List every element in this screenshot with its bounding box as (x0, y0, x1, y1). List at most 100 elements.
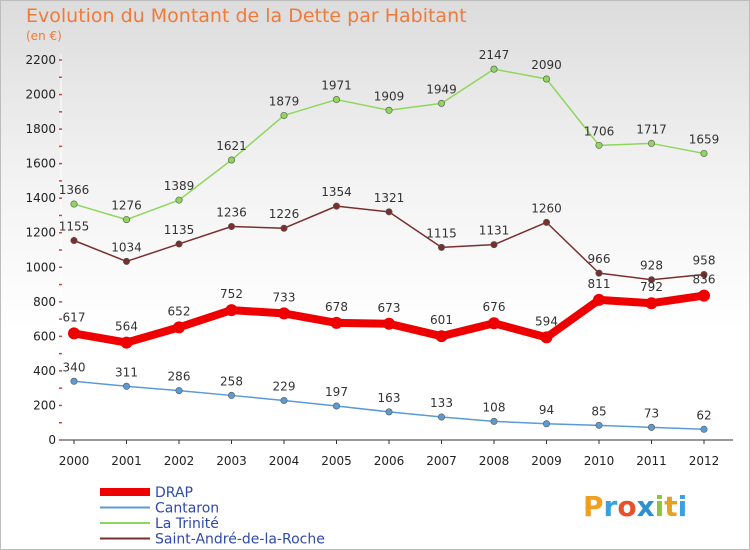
data-label: 617 (63, 310, 86, 324)
data-label: 197 (325, 385, 348, 399)
data-label: 1389 (164, 179, 195, 193)
data-label: 1949 (426, 82, 457, 96)
data-point (332, 202, 340, 210)
proxiti-logo: Proxiti (583, 490, 687, 523)
data-label: 2090 (531, 58, 562, 72)
data-label: 594 (535, 314, 558, 328)
data-point (542, 420, 550, 428)
data-point (490, 65, 498, 73)
data-label: 601 (430, 313, 453, 327)
data-point (383, 317, 395, 330)
data-point (542, 75, 550, 83)
data-label: 1717 (636, 122, 667, 136)
data-label: 1115 (426, 226, 457, 240)
data-point (228, 223, 236, 231)
data-point (173, 321, 185, 334)
data-label: 133 (430, 396, 453, 410)
data-label: 85 (591, 404, 606, 418)
x-tick-label: 2003 (216, 454, 247, 468)
legend-label: La Trinité (155, 516, 219, 532)
legend-label: Saint-André-de-la-Roche (155, 532, 325, 548)
data-label: 733 (273, 290, 296, 304)
data-label: 2147 (479, 48, 510, 62)
data-label: 811 (588, 277, 611, 291)
data-point (700, 149, 708, 157)
data-label: 62 (696, 408, 711, 422)
data-point (332, 96, 340, 104)
data-label: 163 (378, 391, 401, 405)
x-tick-label: 2006 (374, 454, 405, 468)
data-point (120, 336, 133, 349)
data-label: 1621 (216, 139, 247, 153)
y-tick-label: 400 (33, 364, 56, 378)
y-tick-label: 2000 (25, 88, 56, 102)
x-tick-label: 2009 (531, 454, 562, 468)
data-point (228, 391, 236, 399)
data-point (280, 396, 288, 404)
data-point (280, 224, 288, 232)
series-la-trinit- (70, 65, 708, 224)
chart-title: Evolution du Montant de la Dette par Hab… (26, 5, 467, 27)
chart-subtitle: (en €) (26, 29, 62, 43)
data-label: 311 (115, 365, 138, 379)
data-point (435, 330, 448, 343)
data-label: 1135 (164, 223, 195, 237)
data-label: 928 (640, 259, 663, 273)
data-point (385, 208, 393, 216)
data-point (330, 316, 343, 329)
x-tick-label: 2001 (111, 454, 142, 468)
data-point (437, 243, 445, 251)
data-label: 1321 (374, 191, 405, 205)
data-point (595, 141, 603, 149)
data-point (540, 331, 553, 344)
data-label: 1155 (59, 220, 90, 234)
data-point (225, 304, 238, 317)
data-point (175, 240, 183, 248)
data-label: 1879 (269, 94, 300, 108)
series-line (73, 205, 705, 281)
data-point (385, 408, 393, 416)
data-point (332, 402, 340, 410)
data-point (123, 216, 131, 224)
x-tick-label: 2000 (59, 454, 90, 468)
data-point (175, 387, 183, 395)
data-label: 836 (693, 273, 716, 287)
data-label: 108 (483, 400, 506, 414)
y-tick-label: 600 (33, 329, 56, 343)
data-point (123, 257, 131, 265)
data-point (123, 382, 131, 390)
y-tick-label: 1400 (25, 191, 56, 205)
data-label: 1909 (374, 89, 405, 103)
x-tick-label: 2004 (269, 454, 300, 468)
data-point (647, 139, 655, 147)
data-label: 73 (644, 406, 659, 420)
data-label: 1226 (269, 207, 300, 221)
x-tick-label: 2008 (479, 454, 510, 468)
data-label: 1971 (321, 79, 352, 93)
data-point (593, 293, 605, 306)
data-label: 564 (115, 320, 138, 334)
data-point (645, 297, 658, 310)
data-point (70, 377, 78, 385)
legend-label: Cantaron (155, 501, 219, 517)
data-label: 229 (273, 379, 296, 393)
data-label: 1706 (584, 124, 615, 138)
data-point (698, 289, 710, 302)
data-point (175, 196, 183, 204)
data-point (542, 218, 550, 226)
data-point (700, 425, 708, 433)
data-point (385, 106, 393, 114)
data-label: 966 (588, 252, 611, 266)
data-point (68, 327, 80, 340)
data-label: 1276 (111, 199, 142, 213)
axes: 0 200 400 600 800 1000 1200 1400 1600 1800 2000 220… (25, 53, 733, 468)
data-point (280, 111, 288, 119)
y-tick-label: 200 (33, 398, 56, 412)
data-labels: 340 311 286 258 229 197 163 133 108 94 85 73 62 1366 1… (59, 48, 720, 422)
data-label: 258 (220, 374, 243, 388)
data-point (437, 99, 445, 107)
data-point (490, 241, 498, 249)
data-label: 1131 (479, 224, 510, 238)
